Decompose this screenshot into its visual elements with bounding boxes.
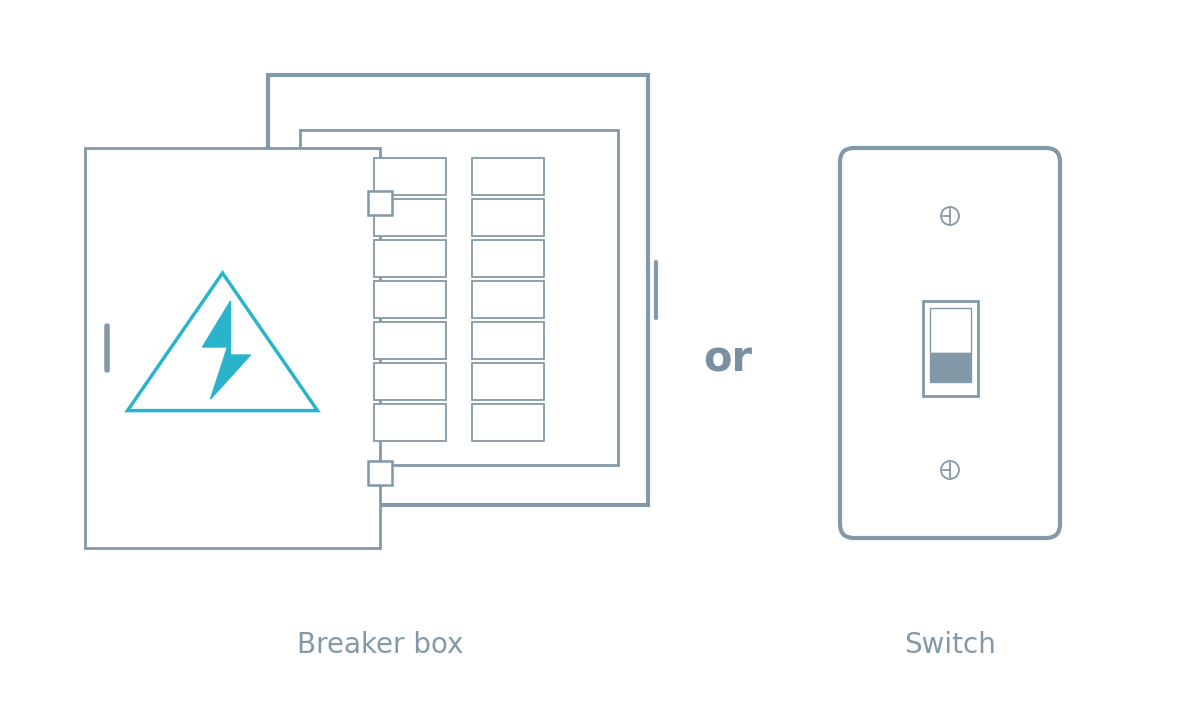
Bar	[472, 240, 544, 277]
Polygon shape	[128, 273, 318, 411]
Bar	[472, 404, 544, 441]
Bar	[472, 363, 544, 400]
Polygon shape	[203, 301, 250, 399]
Text: Switch: Switch	[904, 631, 996, 659]
Bar	[368, 191, 393, 215]
Bar	[374, 199, 446, 236]
FancyBboxPatch shape	[840, 148, 1060, 538]
Bar	[374, 240, 446, 277]
Bar	[374, 158, 446, 195]
Text: Breaker box: Breaker box	[296, 631, 464, 659]
Bar	[368, 461, 393, 485]
Bar	[472, 158, 544, 195]
Text: or: or	[703, 339, 752, 381]
Bar	[930, 353, 970, 381]
Bar	[472, 281, 544, 318]
Bar	[374, 281, 446, 318]
Bar	[930, 307, 970, 353]
Bar	[923, 301, 977, 396]
Bar	[85, 148, 380, 548]
Bar	[374, 404, 446, 441]
Bar	[472, 322, 544, 359]
Bar	[374, 322, 446, 359]
Bar	[268, 75, 648, 505]
Bar	[300, 130, 618, 465]
Circle shape	[940, 461, 959, 479]
Circle shape	[940, 207, 959, 225]
Bar	[374, 363, 446, 400]
Bar	[472, 199, 544, 236]
